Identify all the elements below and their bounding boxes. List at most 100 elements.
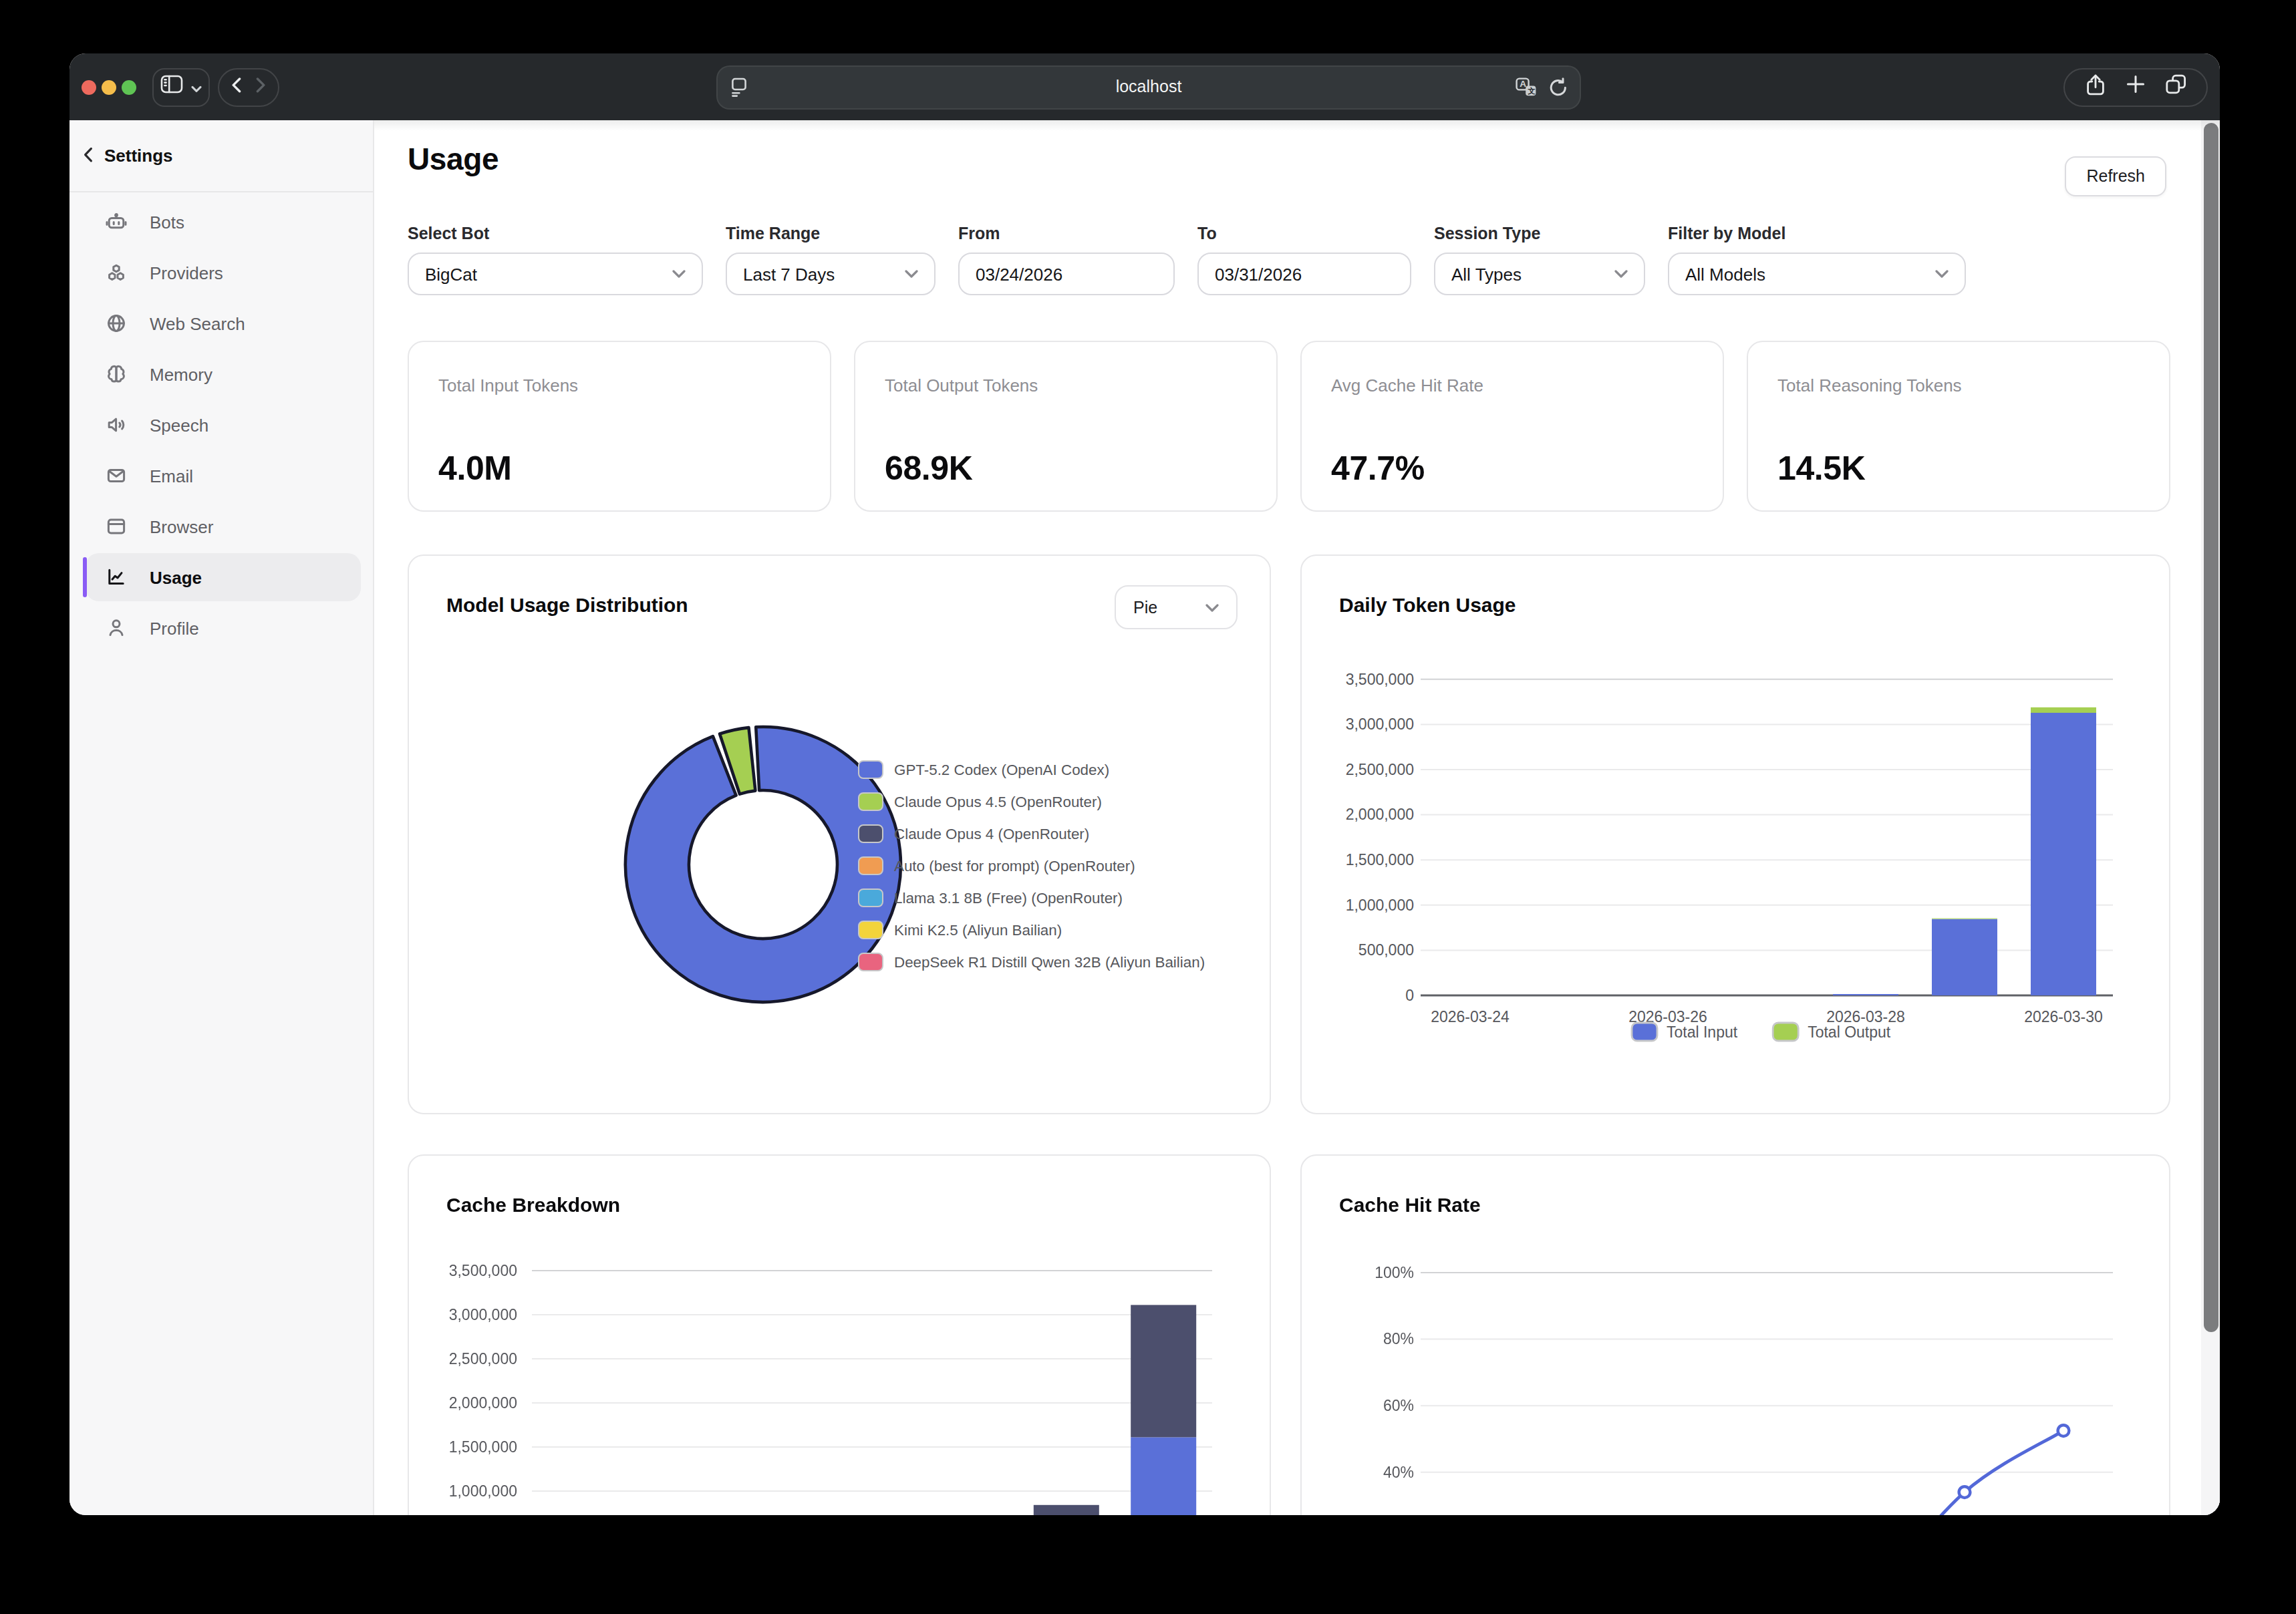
chart-line-icon: [106, 567, 127, 588]
back-button[interactable]: [232, 75, 243, 99]
svg-text:60%: 60%: [1383, 1397, 1414, 1414]
stat-card-avg-cache-hit-rate: Avg Cache Hit Rate47.7%: [1300, 341, 1724, 512]
page-title: Usage: [408, 142, 498, 178]
filter-from: From03/24/2026: [958, 224, 1175, 295]
legend-swatch: [858, 825, 883, 843]
filter-select-bot: Select BotBigCat: [408, 224, 703, 295]
sidebar-item-memory[interactable]: Memory: [86, 350, 361, 398]
zoom-button[interactable]: [122, 79, 136, 94]
cache-hit-rate-chart: 100%80%60%40%: [1302, 1156, 2169, 1515]
svg-text:100%: 100%: [1375, 1264, 1414, 1281]
titlebar-shadow: [374, 120, 2220, 131]
date-input-to[interactable]: 03/31/2026: [1197, 253, 1411, 295]
svg-text:3,000,000: 3,000,000: [1346, 715, 1414, 733]
translate-icon[interactable]: A 文: [1516, 77, 1537, 102]
sidebar: Settings BotsProvidersWeb SearchMemorySp…: [69, 120, 374, 1515]
sidebar-item-bots[interactable]: Bots: [86, 198, 361, 246]
tab-overview-icon[interactable]: [2165, 73, 2186, 100]
svg-text:A: A: [1520, 78, 1526, 88]
legend-item[interactable]: Kimi K2.5 (Aliyun Bailian): [858, 914, 1205, 946]
legend-swatch: [858, 857, 883, 875]
legend-item[interactable]: Claude Opus 4.5 (OpenRouter): [858, 786, 1205, 818]
legend-item[interactable]: Auto (best for prompt) (OpenRouter): [858, 850, 1205, 882]
select-filter-by-model[interactable]: All Models: [1668, 253, 1966, 295]
envelope-icon: [106, 465, 127, 486]
address-bar[interactable]: localhost A 文: [716, 65, 1581, 109]
svg-text:Total Input: Total Input: [1667, 1023, 1738, 1041]
window-icon: [106, 516, 127, 537]
svg-text:Total Output: Total Output: [1808, 1023, 1891, 1041]
url-text: localhost: [718, 66, 1580, 108]
refresh-button[interactable]: Refresh: [2065, 156, 2166, 196]
select-session-type[interactable]: All Types: [1434, 253, 1645, 295]
svg-text:80%: 80%: [1383, 1330, 1414, 1347]
filter-filter-by-model: Filter by ModelAll Models: [1668, 224, 1966, 295]
svg-text:1,500,000: 1,500,000: [1346, 851, 1414, 868]
speaker-icon: [106, 414, 127, 436]
cache-breakdown-chart: 0500,0001,000,0001,500,0002,000,0002,500…: [409, 1156, 1270, 1515]
legend-item[interactable]: Claude Opus 4 (OpenRouter): [858, 818, 1205, 850]
sidebar-item-providers[interactable]: Providers: [86, 249, 361, 297]
sidebar-item-speech[interactable]: Speech: [86, 401, 361, 449]
model-usage-card: Model Usage Distribution Pie GPT-5.2 Cod…: [408, 554, 1271, 1114]
main-content: Usage Refresh Select BotBigCat Time Range…: [374, 120, 2220, 1515]
select-time-range[interactable]: Last 7 Days: [726, 253, 936, 295]
svg-text:2026-03-30: 2026-03-30: [2024, 1008, 2103, 1025]
cache-breakdown-card: Cache Breakdown 0500,0001,000,0001,500,0…: [408, 1154, 1271, 1515]
toolbar-actions: [2063, 67, 2208, 106]
share-icon[interactable]: [2085, 73, 2106, 101]
stat-card-total-input-tokens: Total Input Tokens4.0M: [408, 341, 831, 512]
stat-card-total-output-tokens: Total Output Tokens68.9K: [854, 341, 1278, 512]
minimize-button[interactable]: [102, 79, 116, 94]
forward-button[interactable]: [255, 75, 265, 99]
svg-text:2,000,000: 2,000,000: [449, 1394, 517, 1412]
stats-row: Total Input Tokens4.0MTotal Output Token…: [408, 341, 2170, 512]
filters-row: Select BotBigCat Time RangeLast 7 Days Fro…: [408, 224, 1966, 295]
svg-text:3,500,000: 3,500,000: [1346, 671, 1414, 688]
person-icon: [106, 617, 127, 639]
back-chevron-icon: [83, 144, 94, 168]
scrollbar-track[interactable]: [2201, 120, 2220, 1515]
sidebar-item-browser[interactable]: Browser: [86, 502, 361, 550]
legend-swatch: [858, 921, 883, 939]
close-button[interactable]: [82, 79, 96, 94]
legend-item[interactable]: DeepSeek R1 Distill Qwen 32B (Aliyun Bai…: [858, 946, 1205, 978]
reload-icon[interactable]: [1549, 77, 1568, 102]
scrollbar-thumb[interactable]: [2203, 123, 2218, 1332]
date-input-from[interactable]: 03/24/2026: [958, 253, 1175, 295]
svg-text:1,000,000: 1,000,000: [1346, 897, 1414, 914]
sidebar-item-web-search[interactable]: Web Search: [86, 299, 361, 347]
boxes-icon: [106, 262, 127, 283]
sidebar-panel-icon: [161, 75, 184, 99]
daily-token-usage-card: Daily Token Usage 0500,0001,000,0001,500…: [1300, 554, 2170, 1114]
svg-text:3,000,000: 3,000,000: [449, 1306, 517, 1323]
new-tab-icon[interactable]: [2126, 75, 2145, 99]
sidebar-nav: BotsProvidersWeb SearchMemorySpeechEmail…: [69, 192, 373, 652]
legend-item[interactable]: Llama 3.1 8B (Free) (OpenRouter): [858, 882, 1205, 914]
svg-text:1,500,000: 1,500,000: [449, 1438, 517, 1456]
svg-text:0: 0: [1405, 987, 1414, 1004]
screen: localhost A 文: [0, 0, 2296, 1614]
sidebar-item-usage[interactable]: Usage: [86, 553, 361, 601]
robot-icon: [106, 211, 127, 232]
sidebar-toggle-button[interactable]: [152, 67, 210, 106]
daily-token-usage-chart: 0500,0001,000,0001,500,0002,000,0002,500…: [1302, 556, 2169, 1113]
filter-session-type: Session TypeAll Types: [1434, 224, 1645, 295]
titlebar: localhost A 文: [69, 53, 2220, 120]
legend-swatch: [858, 793, 883, 811]
brain-icon: [106, 363, 127, 385]
filter-time-range: Time RangeLast 7 Days: [726, 224, 936, 295]
legend-item[interactable]: GPT-5.2 Codex (OpenAI Codex): [858, 754, 1205, 786]
browser-window: localhost A 文: [69, 53, 2220, 1515]
svg-text:1,000,000: 1,000,000: [449, 1482, 517, 1500]
select-select-bot[interactable]: BigCat: [408, 253, 703, 295]
chevron-down-icon: [190, 75, 201, 99]
sidebar-header[interactable]: Settings: [69, 120, 373, 191]
svg-text:500,000: 500,000: [1358, 941, 1414, 959]
sidebar-item-profile[interactable]: Profile: [86, 604, 361, 652]
sidebar-item-email[interactable]: Email: [86, 452, 361, 500]
svg-text:2,500,000: 2,500,000: [1346, 761, 1414, 778]
filter-to: To03/31/2026: [1197, 224, 1411, 295]
cache-hit-rate-card: Cache Hit Rate 100%80%60%40%: [1300, 1154, 2170, 1515]
nav-buttons: [218, 67, 279, 106]
